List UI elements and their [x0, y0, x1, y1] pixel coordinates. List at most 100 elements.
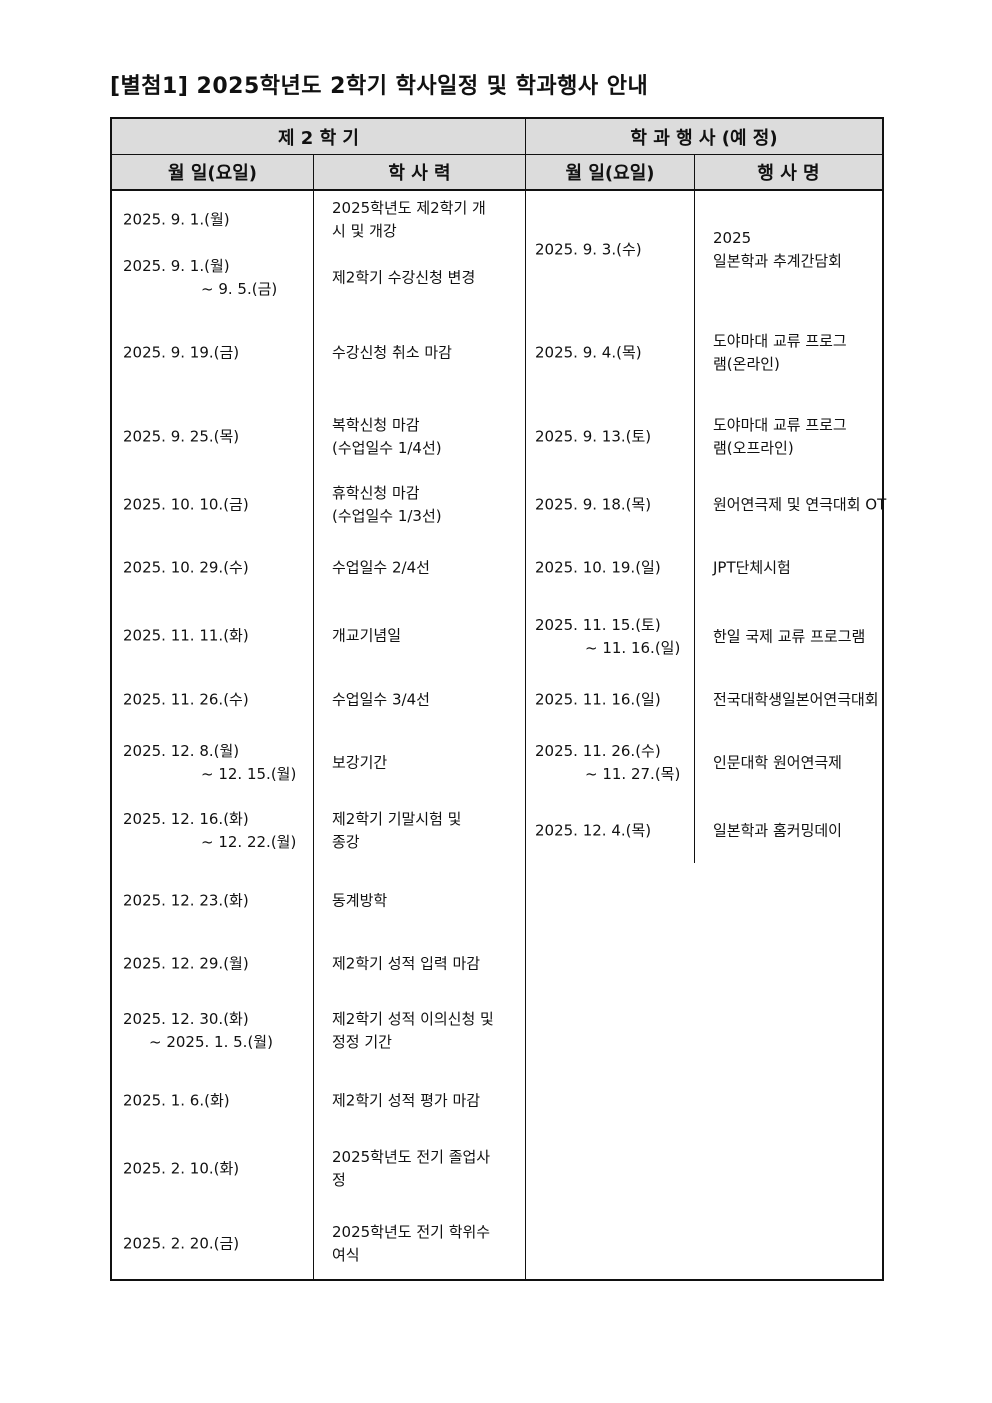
schedule-table: 제 2 학 기 학 과 행 사 (예 정) 월 일(요일) 학 사 력 월 일(… [110, 117, 886, 1281]
semester-event-line: 휴학신청 마감 [332, 484, 420, 502]
dept-event-date: 2025. 11. 15.(토) ~ 11. 16.(일) [535, 614, 680, 660]
dept-event-date: 2025. 9. 18.(목) [535, 494, 651, 517]
dept-event-name: 인문대학 원어연극제 [713, 752, 842, 775]
dept-event-name: JPT단체시험 [713, 557, 791, 580]
dept-event-name-line: 2025 [713, 229, 752, 247]
semester-date: 2025. 9. 1.(월) [123, 209, 230, 232]
dept-event-date-line: ~ 11. 27.(목) [585, 765, 681, 783]
dept-event-name: 전국대학생일본어연극대회 [713, 689, 879, 712]
header-date-2: 월 일(요일) [526, 155, 694, 189]
semester-event-line: 개교기념일 [332, 626, 402, 645]
dept-event-date-line: 2025. 11. 16.(일) [535, 690, 661, 709]
semester-event-line: 보강기간 [332, 753, 388, 772]
semester-date: 2025. 9. 25.(목) [123, 426, 239, 449]
semester-event-line: 제2학기 수강신청 변경 [332, 268, 476, 287]
semester-event: 보강기간 [332, 752, 387, 775]
semester-event-line: 종강 [332, 833, 360, 851]
semester-event-line: 제2학기 성적 이의신청 및 [332, 1010, 494, 1028]
dept-event-name: 원어연극제 및 연극대회 OT [713, 494, 886, 517]
semester-event-line: 제2학기 성적 평가 마감 [332, 1091, 481, 1110]
semester-date-line: 2025. 2. 10.(화) [123, 1159, 240, 1178]
semester-event: 동계방학 [332, 890, 387, 913]
semester-event: 수업일수 2/4선 [332, 557, 430, 580]
dept-event-date-line: 2025. 9. 18.(목) [535, 495, 652, 514]
dept-event-name: 도야마대 교류 프로그 램(온라인) [713, 330, 847, 376]
dept-event-date-line: 2025. 11. 26.(수) [535, 742, 661, 760]
dept-event-date-line: 2025. 9. 13.(토) [535, 427, 652, 446]
page-title: [별첨1] 2025학년도 2학기 학사일정 및 학과행사 안내 [110, 74, 649, 99]
dept-event-date-line: 2025. 12. 4.(목) [535, 821, 652, 840]
dept-event-date: 2025. 12. 4.(목) [535, 820, 651, 843]
semester-event: 수업일수 3/4선 [332, 689, 430, 712]
semester-event-line: 2025학년도 전기 학위수 [332, 1223, 491, 1241]
dept-event-name-line: 도야마대 교류 프로그 [713, 416, 847, 434]
semester-date: 2025. 12. 29.(월) [123, 953, 249, 976]
semester-event-line: 수업일수 2/4선 [332, 558, 430, 577]
semester-event-line: 복학신청 마감 [332, 416, 420, 434]
semester-date-line: 2025. 11. 11.(화) [123, 626, 249, 645]
semester-event-line: 수업일수 3/4선 [332, 690, 430, 709]
dept-event-date: 2025. 9. 13.(토) [535, 426, 651, 449]
semester-date-line: 2025. 11. 26.(수) [123, 690, 249, 709]
semester-event-line: 제2학기 기말시험 및 [332, 810, 462, 828]
divider [525, 119, 526, 1279]
semester-date-line: 2025. 12. 23.(화) [123, 891, 249, 910]
semester-event-line: 정 [332, 1171, 346, 1189]
header-dept-events: 학 과 행 사 (예 정) [526, 119, 882, 154]
semester-date-line: 2025. 9. 1.(월) [123, 210, 230, 229]
dept-event-date: 2025. 9. 4.(목) [535, 342, 642, 365]
semester-date-line: 2025. 2. 20.(금) [123, 1234, 240, 1253]
dept-event-date: 2025. 9. 3.(수) [535, 239, 642, 262]
semester-date: 2025. 9. 19.(금) [123, 342, 239, 365]
semester-event: 복학신청 마감 (수업일수 1/4선) [332, 414, 442, 460]
dept-event-name: 한일 국제 교류 프로그램 [713, 626, 865, 649]
semester-date-line: 2025. 9. 25.(목) [123, 427, 240, 446]
semester-date: 2025. 2. 20.(금) [123, 1233, 239, 1256]
semester-date-line: 2025. 10. 29.(수) [123, 558, 249, 577]
semester-event-line: 수강신청 취소 마감 [332, 343, 452, 362]
semester-date: 2025. 10. 29.(수) [123, 557, 249, 580]
dept-event-name-line: 램(오프라인) [713, 439, 794, 457]
dept-event-date-line: 2025. 11. 15.(토) [535, 616, 661, 634]
semester-date: 2025. 12. 23.(화) [123, 890, 249, 913]
header-calendar: 학 사 력 [314, 155, 525, 189]
semester-date-line: 2025. 9. 1.(월) [123, 257, 230, 275]
dept-event-name-line: 한일 국제 교류 프로그램 [713, 627, 866, 646]
semester-date: 2025. 12. 16.(화) ~ 12. 22.(월) [123, 808, 296, 854]
semester-date-line: 2025. 1. 6.(화) [123, 1091, 230, 1110]
semester-date-line: ~ 2025. 1. 5.(월) [149, 1033, 273, 1051]
semester-event: 휴학신청 마감 (수업일수 1/3선) [332, 482, 442, 528]
dept-event-name-line: 일본학과 홈커밍데이 [713, 821, 842, 840]
dept-event-name-line: 전국대학생일본어연극대회 [713, 690, 879, 709]
header-event-name: 행 사 명 [695, 155, 882, 189]
dept-event-date: 2025. 11. 16.(일) [535, 689, 661, 712]
semester-date-line: ~ 12. 22.(월) [201, 833, 297, 851]
semester-date: 2025. 9. 1.(월) ~ 9. 5.(금) [123, 255, 277, 301]
semester-event: 개교기념일 [332, 625, 401, 648]
dept-event-name-line: 인문대학 원어연극제 [713, 753, 842, 772]
semester-event-line: 시 및 개강 [332, 222, 397, 240]
semester-date-line: 2025. 12. 16.(화) [123, 810, 249, 828]
dept-event-date-line: ~ 11. 16.(일) [585, 639, 681, 657]
divider [112, 154, 882, 155]
dept-event-name-line: 일본학과 추계간담회 [713, 252, 842, 270]
semester-event-line: 정정 기간 [332, 1033, 392, 1051]
dept-event-name-line: 원어연극제 및 연극대회 OT [713, 495, 887, 514]
semester-event-line: 2025학년도 전기 졸업사 [332, 1148, 491, 1166]
semester-event: 수강신청 취소 마감 [332, 342, 452, 365]
semester-event-line: 2025학년도 제2학기 개 [332, 199, 486, 217]
dept-event-name-line: 도야마대 교류 프로그 [713, 332, 847, 350]
semester-event-line: (수업일수 1/4선) [332, 439, 442, 457]
semester-event-line: 동계방학 [332, 891, 388, 910]
semester-date-line: 2025. 12. 30.(화) [123, 1010, 249, 1028]
header-semester: 제 2 학 기 [112, 119, 525, 154]
header-date-1: 월 일(요일) [112, 155, 313, 189]
semester-event: 제2학기 성적 입력 마감 [332, 953, 480, 976]
semester-date-line: 2025. 12. 8.(월) [123, 742, 240, 760]
semester-date: 2025. 12. 8.(월) ~ 12. 15.(월) [123, 740, 296, 786]
semester-date: 2025. 1. 6.(화) [123, 1090, 230, 1113]
divider [112, 189, 882, 191]
